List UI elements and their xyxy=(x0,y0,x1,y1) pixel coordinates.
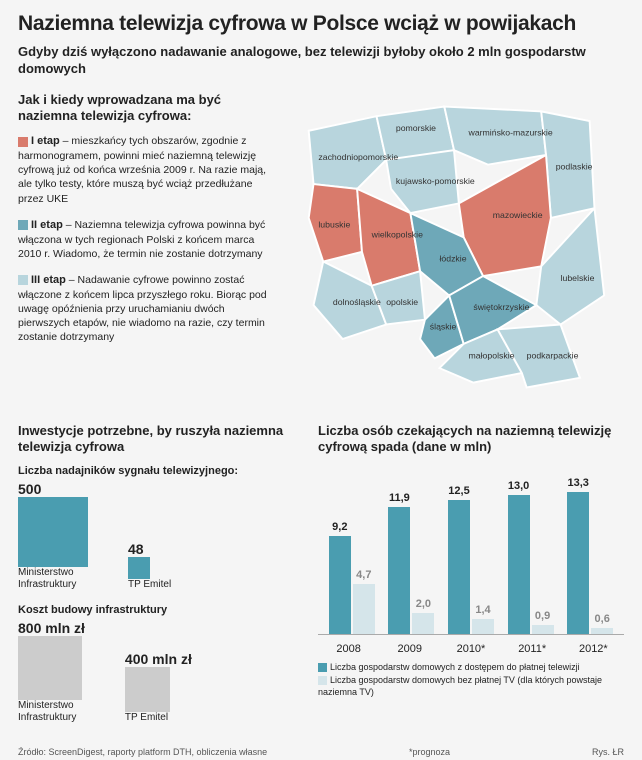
map-label: śląskie xyxy=(430,321,457,331)
chart-legend: Liczba gospodarstw domowych z dostępem d… xyxy=(318,661,624,699)
map-label: pomorskie xyxy=(396,123,436,133)
invest-value: 400 mln zł xyxy=(125,651,192,667)
stage-item: II etap – Naziemna telewizja cyfrowa pow… xyxy=(18,218,270,261)
inv-a-label: Liczba nadajników sygnału telewizyjnego: xyxy=(18,465,298,477)
investment-title: Inwestycje potrzebne, by ruszyła naziemn… xyxy=(18,423,298,456)
invest-square xyxy=(125,667,170,712)
map-label: podlaskie xyxy=(556,161,593,171)
chart-year-group: 12,5 1,4 xyxy=(445,500,497,634)
bar-light: 0,6 xyxy=(591,628,613,634)
invest-label: MinisterstwoInfrastruktury xyxy=(18,567,88,590)
map-column: zachodniopomorskie pomorskie warmińsko-maz… xyxy=(284,92,624,407)
inv-a-row: 500 MinisterstwoInfrastruktury 48 TP Emit… xyxy=(18,481,298,590)
invest-value: 500 xyxy=(18,481,88,497)
stage-color-square xyxy=(18,275,28,285)
bar-dark: 9,2 xyxy=(329,536,351,635)
stage-name: II etap xyxy=(31,219,63,231)
invest-item: 500 MinisterstwoInfrastruktury xyxy=(18,481,88,590)
chart-years: 2008 2009 2010* 2011* 2012* xyxy=(318,639,624,655)
footer-source: Źródło: ScreenDigest, raporty platform D… xyxy=(18,747,267,757)
map-label: podkarpackie xyxy=(527,350,579,360)
stage-item: I etap – mieszkańcy tych obszarów, zgodn… xyxy=(18,134,270,206)
bar-dark: 12,5 xyxy=(448,500,470,634)
map-label: zachodniopomorskie xyxy=(318,152,398,162)
chart-column: Liczba osób czekających na naziemną tele… xyxy=(318,423,624,738)
bar-value: 2,0 xyxy=(416,598,431,610)
invest-item: 400 mln zł TP Emitel xyxy=(125,651,192,724)
invest-value: 48 xyxy=(128,541,171,557)
inv-b-label: Koszt budowy infrastruktury xyxy=(18,604,298,616)
chart-year-group: 13,0 0,9 xyxy=(505,495,557,634)
map-label: opolskie xyxy=(386,297,418,307)
bar-dark: 11,9 xyxy=(388,507,410,635)
invest-square xyxy=(18,636,82,700)
stage-name: III etap xyxy=(31,274,66,286)
year-label: 2011* xyxy=(506,643,558,655)
footer-credit: Rys. ŁR xyxy=(592,747,624,757)
bar-value: 9,2 xyxy=(332,521,347,533)
legend-square-dark xyxy=(318,663,327,672)
invest-label: MinisterstwoInfrastruktury xyxy=(18,700,85,723)
page-subtitle: Gdyby dziś wyłączono nadawanie analogowe… xyxy=(18,44,624,78)
map-label: świętokrzyskie xyxy=(473,302,529,312)
bar-value: 1,4 xyxy=(475,604,490,616)
legend-a: Liczba gospodarstw domowych z dostępem d… xyxy=(330,662,580,672)
map-label: lubelskie xyxy=(561,273,595,283)
top-section: Jak i kiedy wprowadzana ma być naziemna … xyxy=(18,92,624,407)
map-label: łódzkie xyxy=(439,253,466,263)
footer: Źródło: ScreenDigest, raporty platform D… xyxy=(18,747,624,757)
map-label: małopolskie xyxy=(469,350,515,360)
investment-column: Inwestycje potrzebne, by ruszyła naziemn… xyxy=(18,423,298,738)
map-label: wielkopolskie xyxy=(371,229,423,239)
chart-year-group: 11,9 2,0 xyxy=(385,507,437,635)
bar-value: 11,9 xyxy=(389,492,410,504)
stage-item: III etap – Nadawanie cyfrowe powinno zos… xyxy=(18,273,270,345)
bar-light: 2,0 xyxy=(412,613,434,634)
map-label: mazowieckie xyxy=(493,210,543,220)
stages-column: Jak i kiedy wprowadzana ma być naziemna … xyxy=(18,92,270,407)
bar-value: 0,6 xyxy=(595,613,610,625)
chart-year-group: 13,3 0,6 xyxy=(564,492,616,635)
bottom-section: Inwestycje potrzebne, by ruszyła naziemn… xyxy=(18,423,624,738)
year-label: 2010* xyxy=(445,643,497,655)
invest-item: 48 TP Emitel xyxy=(128,541,171,591)
map-label: dolnośląskie xyxy=(333,297,381,307)
invest-label: TP Emitel xyxy=(125,712,192,724)
footer-note: *prognoza xyxy=(409,747,450,757)
bar-value: 13,0 xyxy=(508,480,529,492)
invest-value: 800 mln zł xyxy=(18,620,85,636)
stage-color-square xyxy=(18,220,28,230)
map-label: lubuskie xyxy=(318,219,350,229)
map-label: kujawsko-pomorskie xyxy=(396,176,475,186)
page-title: Naziemna telewizja cyfrowa w Polsce wcią… xyxy=(18,12,624,36)
stage-name: I etap xyxy=(31,135,60,147)
bar-value: 12,5 xyxy=(448,485,469,497)
bar-light: 4,7 xyxy=(353,584,375,634)
bar-dark: 13,3 xyxy=(567,492,589,635)
year-label: 2008 xyxy=(323,643,375,655)
bar-light: 1,4 xyxy=(472,619,494,634)
year-label: 2012* xyxy=(567,643,619,655)
poland-map: zachodniopomorskie pomorskie warmińsko-maz… xyxy=(284,92,624,402)
bar-light: 0,9 xyxy=(532,625,554,635)
invest-label: TP Emitel xyxy=(128,579,171,591)
legend-square-light xyxy=(318,676,327,685)
chart-year-group: 9,2 4,7 xyxy=(326,536,378,635)
bar-value: 0,9 xyxy=(535,610,550,622)
legend-b: Liczba gospodarstw domowych bez płatnej … xyxy=(318,675,602,698)
inv-b-row: 800 mln zł MinisterstwoInfrastruktury 400… xyxy=(18,620,298,723)
map-label: warmińsko-mazurskie xyxy=(468,127,553,137)
chart-title: Liczba osób czekających na naziemną tele… xyxy=(318,423,624,456)
bar-value: 13,3 xyxy=(567,477,588,489)
stage-color-square xyxy=(18,137,28,147)
year-label: 2009 xyxy=(384,643,436,655)
stages-head: Jak i kiedy wprowadzana ma być naziemna … xyxy=(18,92,270,125)
invest-item: 800 mln zł MinisterstwoInfrastruktury xyxy=(18,620,85,723)
bar-dark: 13,0 xyxy=(508,495,530,634)
bar-chart: 9,2 4,7 11,9 2,0 12,5 1,4 13,0 0,9 13,3 … xyxy=(318,465,624,635)
bar-value: 4,7 xyxy=(356,569,371,581)
invest-square xyxy=(18,497,88,567)
invest-square xyxy=(128,557,150,579)
